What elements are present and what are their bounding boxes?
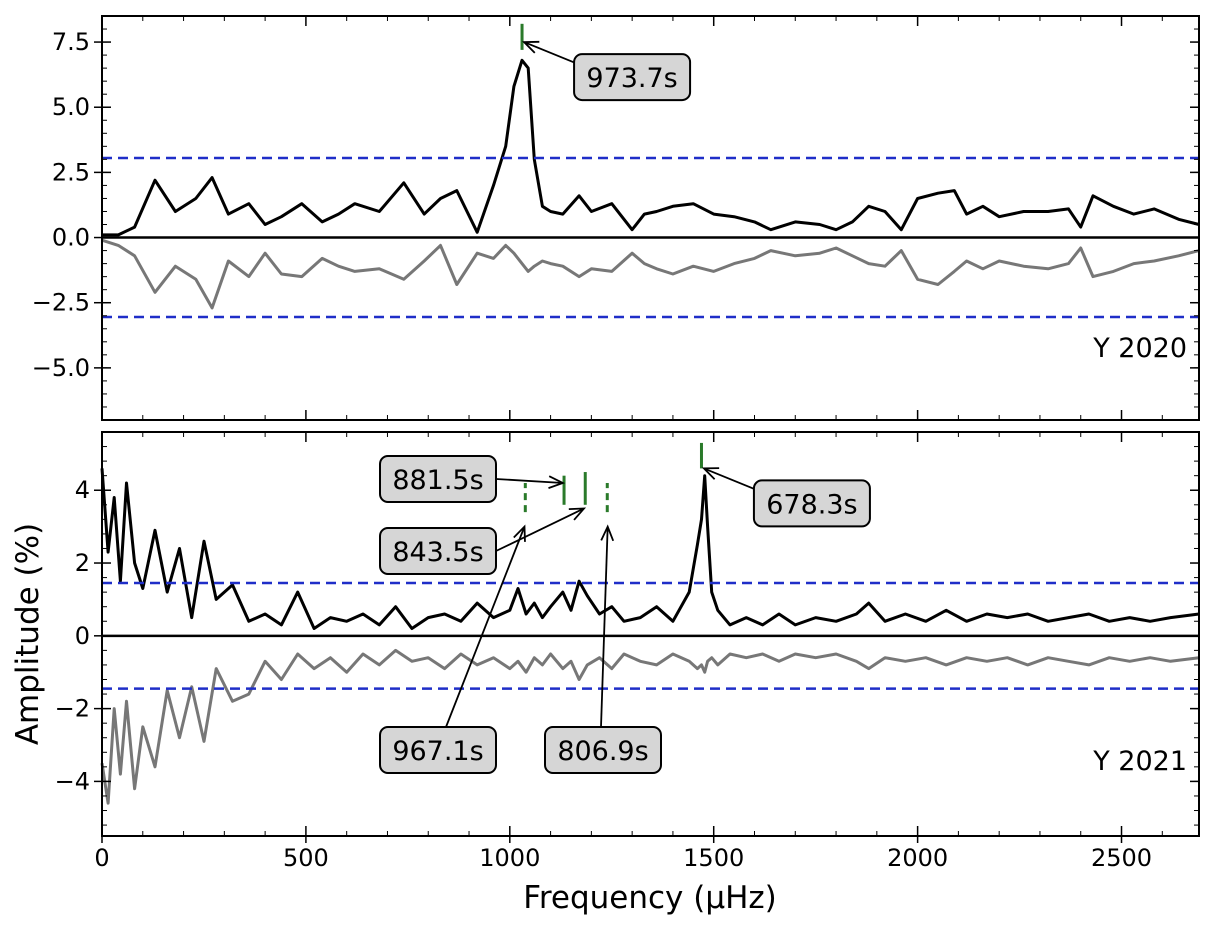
y-tick-label: 4 [75, 476, 90, 504]
annotation-box [379, 455, 497, 503]
x-tick-label: 0 [94, 844, 109, 872]
annotation-arrow [495, 478, 561, 484]
y-tick-label: 2 [75, 549, 90, 577]
y-tick-label: 5.0 [52, 93, 90, 121]
x-tick-label: 1000 [479, 844, 540, 872]
panel-y2020: −5.0 −2.5 0.0 2.5 5.0 7.5 Y 2020 973.7s [32, 15, 1200, 421]
y-tick-label: 0.0 [52, 224, 90, 252]
annotation-label: 973.7s [586, 63, 677, 94]
x-axis-label: Frequency (μHz) [523, 880, 777, 916]
y-tick-label: 0 [75, 622, 90, 650]
series-line-amplitude [102, 58, 1200, 237]
panel-y2021: −4 −2 0 2 4 Y 2021 678.3s 881.5s 843.5s 967.1s 806… [55, 431, 1200, 843]
plot-frame [101, 15, 1200, 421]
annotation-box [752, 479, 871, 528]
y-tick-label: −4 [55, 767, 90, 795]
annotation-arrow [525, 41, 579, 65]
annotation-arrow [495, 508, 583, 552]
series-line-mirrored [100, 648, 1200, 805]
annotation-box [379, 726, 497, 774]
y-axis-label: Amplitude (%) [10, 523, 46, 745]
x-tick-label: 1500 [683, 844, 744, 872]
annotation-label: 678.3s [766, 489, 857, 520]
x-tick-label: 500 [283, 844, 329, 872]
x-tick-label: 2000 [887, 844, 948, 872]
annotation-arrow [445, 528, 525, 728]
annotation-box [573, 53, 692, 102]
annotation-arrowhead [568, 507, 587, 521]
y-tick-label: 2.5 [52, 158, 90, 186]
annotation-arrow [705, 468, 759, 492]
annotation-arrowhead [548, 475, 566, 489]
annotation-label: 843.5s [392, 537, 483, 568]
annotation-label: 806.9s [557, 736, 648, 767]
series-line-mirrored [101, 238, 1200, 310]
x-axis: 0 500 1000 1500 2000 2500 [94, 844, 1152, 872]
plot-frame [101, 431, 1200, 837]
annotation-box [379, 527, 497, 575]
panel-label: Y 2021 [1092, 746, 1187, 777]
y-tick-label: −5.0 [32, 354, 90, 382]
annotation-arrowhead [521, 40, 540, 54]
annotation-label: 967.1s [392, 736, 483, 767]
annotation-arrow [600, 528, 609, 728]
y-tick-label: −2 [55, 695, 90, 723]
annotation-box [544, 726, 662, 774]
annotation-arrowhead [600, 524, 615, 542]
x-tick-label: 2500 [1091, 844, 1152, 872]
annotation-label: 881.5s [392, 465, 483, 496]
annotation-arrowhead [513, 524, 526, 542]
annotation-arrowhead [701, 467, 720, 480]
series-line-amplitude [100, 468, 1200, 630]
y-tick-label: 7.5 [52, 28, 90, 56]
y-tick-label: −2.5 [32, 289, 90, 317]
panel-label: Y 2020 [1092, 333, 1187, 364]
